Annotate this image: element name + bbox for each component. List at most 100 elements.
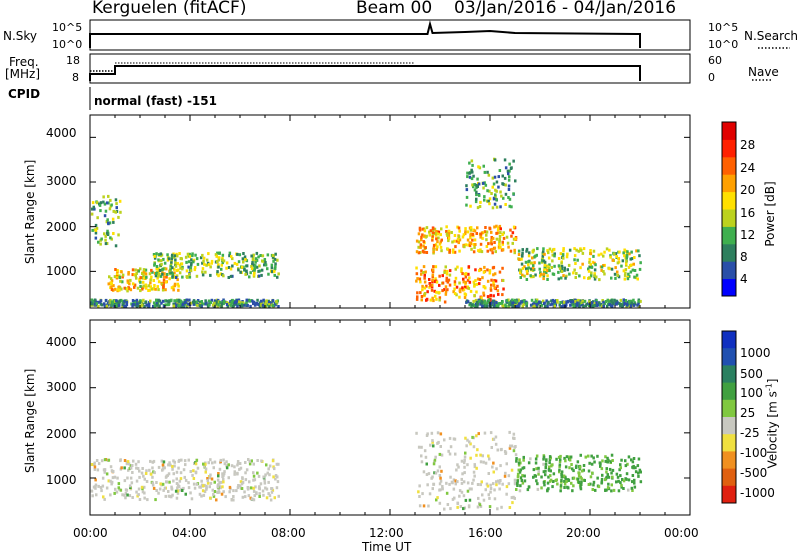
power-echo-cell <box>108 221 112 225</box>
velocity-echo-cell <box>522 466 526 470</box>
power-echo-cell <box>110 203 113 207</box>
power-echo-cell <box>231 257 234 261</box>
velocity-echo-cell <box>204 470 207 474</box>
power-echo-cell <box>415 250 419 254</box>
velocity-echo-cell <box>471 481 474 485</box>
velocity-echo-cell <box>517 468 520 472</box>
power-echo-cell <box>201 261 204 265</box>
velocity-echo-cell <box>145 480 149 483</box>
power-echo-cell <box>424 246 427 250</box>
velocity-echo-cell <box>236 461 240 465</box>
velocity-echo-cell <box>488 496 491 500</box>
velocity-echo-cell <box>270 487 274 491</box>
velocity-echo-cell <box>432 462 436 466</box>
velocity-echo-cell <box>448 436 452 440</box>
power-echo-cell <box>574 299 577 303</box>
power-echo-cell <box>485 238 488 242</box>
power-echo-cell <box>470 177 474 181</box>
power-echo-cell <box>600 268 603 272</box>
velocity-echo-cell <box>163 486 167 490</box>
power-echo-cell <box>564 303 568 307</box>
power-echo-cell <box>253 267 256 270</box>
power-echo-cell <box>542 272 546 276</box>
power-echo-cell <box>484 183 488 187</box>
velocity-echo-cell <box>268 473 271 477</box>
velocity-echo-cell <box>620 484 623 487</box>
velocity-echo-cell <box>208 485 211 489</box>
velocity-echo-cell <box>418 504 422 508</box>
power-echo-cell <box>126 289 129 293</box>
power-echo-cell <box>424 270 427 274</box>
power-echo-cell <box>505 298 509 302</box>
velocity-echo-cell <box>463 455 467 459</box>
power-echo-cell <box>154 287 157 291</box>
power-echo-cell <box>576 301 579 305</box>
power-echo-cell <box>115 275 119 279</box>
power-echo-cell <box>235 262 239 266</box>
velocity-echo-cell <box>466 463 469 467</box>
velocity-echo-cell <box>183 475 186 479</box>
velocity-echo-cell <box>245 468 249 472</box>
power-echo-cell <box>444 265 447 269</box>
power-echo-cell <box>508 197 512 201</box>
power-echo-cell <box>594 263 597 267</box>
velocity-echo-cell <box>424 455 428 459</box>
power-echo-cell <box>485 233 488 237</box>
power-echo-cell <box>158 269 162 272</box>
power-echo-cell <box>422 244 425 248</box>
velocity-echo-cell <box>263 478 266 482</box>
velocity-echo-cell <box>549 474 552 478</box>
power-echo-cell <box>162 278 166 282</box>
velocity-echo-cell <box>514 453 518 457</box>
power-echo-cell <box>553 252 556 256</box>
velocity-echo-cell <box>516 484 519 487</box>
velocity-echo-cell <box>540 486 543 490</box>
velocity-echo-cell <box>559 484 563 488</box>
power-echo-cell <box>489 287 493 291</box>
velocity-echo-cell <box>611 475 614 479</box>
velocity-echo-cell <box>462 494 466 498</box>
power-echo-cell <box>168 277 171 281</box>
velocity-echo-cell <box>221 472 224 476</box>
power-echo-cell <box>157 258 160 262</box>
velocity-echo-cell <box>240 487 244 490</box>
velocity-echo-cell <box>630 458 633 462</box>
power-echo-cell <box>268 305 271 309</box>
station-title: Kerguelen (fitACF) <box>92 0 247 18</box>
power-echo-cell <box>498 237 501 241</box>
power-echo-cell <box>515 305 518 309</box>
power-echo-cell <box>263 258 267 261</box>
power-echo-cell <box>507 188 511 191</box>
power-echo-cell <box>422 271 425 274</box>
power-echo-cell <box>425 298 428 302</box>
power-echo-cell <box>220 302 224 306</box>
velocity-echo-cell <box>446 503 450 506</box>
power-echo-cell <box>112 209 115 213</box>
velocity-echo-cell <box>558 470 561 474</box>
power-echo-cell <box>189 269 193 273</box>
velocity-echo-cell <box>504 451 508 455</box>
power-echo-cell <box>639 261 642 265</box>
power-echo-cell <box>541 299 545 303</box>
velocity-echo-cell <box>110 480 114 484</box>
power-echo-cell <box>192 260 195 264</box>
power-echo-cell <box>542 250 545 254</box>
power-echo-cell <box>110 288 114 291</box>
power-echo-cell <box>462 280 465 284</box>
power-echo-cell <box>462 287 466 291</box>
power-echo-cell <box>254 302 258 306</box>
power-echo-cell <box>489 297 492 301</box>
power-echo-cell <box>482 293 486 297</box>
power-echo-cell <box>120 270 123 274</box>
velocity-echo-cell <box>114 487 117 491</box>
power-echo-cell <box>123 304 126 308</box>
power-echo-cell <box>510 234 513 238</box>
power-echo-cell <box>455 293 458 297</box>
velocity-echo-cell <box>542 462 545 466</box>
power-echo-cell <box>116 269 119 272</box>
velocity-echo-cell <box>558 463 562 467</box>
power-echo-cell <box>114 210 117 214</box>
velocity-echo-cell <box>475 453 478 457</box>
power-echo-cell <box>520 300 523 304</box>
velocity-echo-cell <box>515 488 518 491</box>
